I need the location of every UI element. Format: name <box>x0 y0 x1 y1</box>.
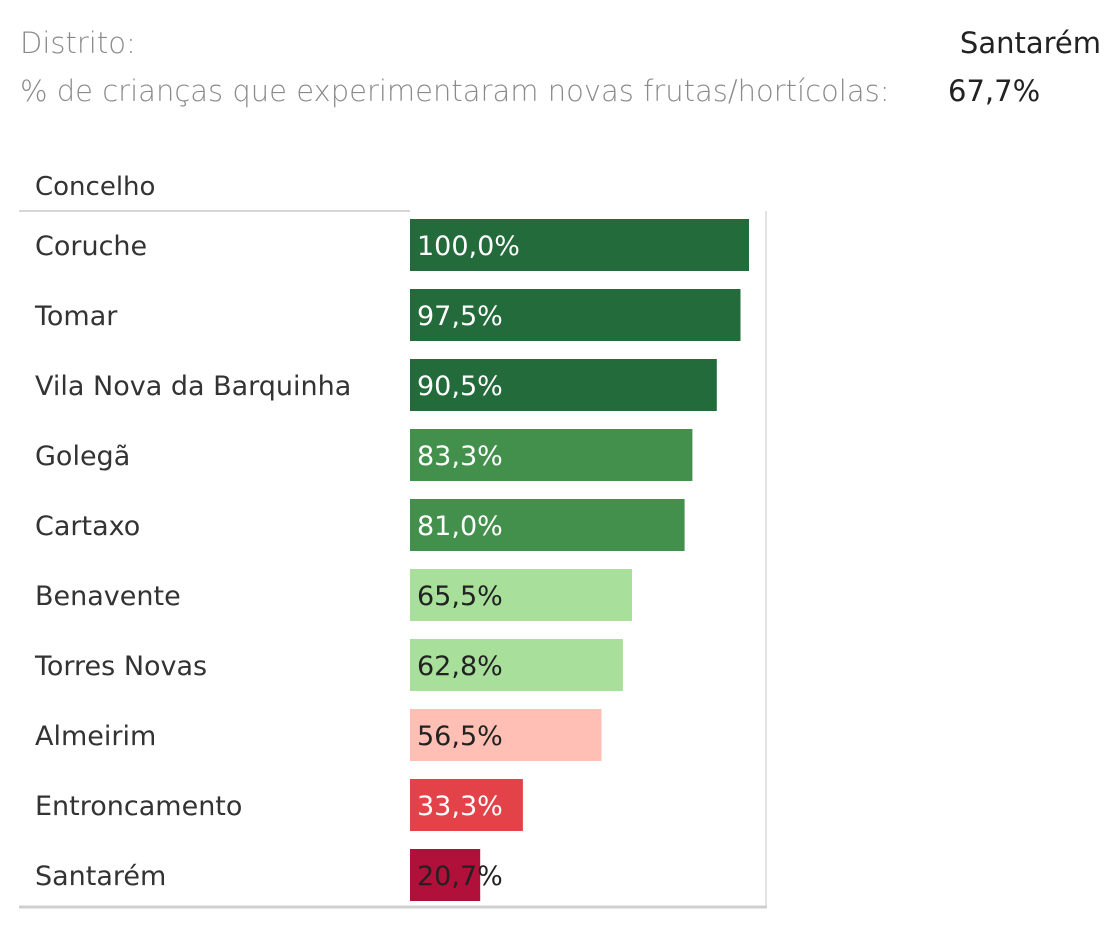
bar-value-label: 83,3% <box>417 441 503 472</box>
category-label[interactable]: Almeirim <box>35 721 156 752</box>
category-label[interactable]: Vila Nova da Barquinha <box>35 371 351 402</box>
metric-label: % de crianças que experimentaram novas f… <box>20 74 890 108</box>
bar[interactable] <box>410 639 623 691</box>
column-header-concelho[interactable]: Concelho <box>35 172 156 202</box>
category-label[interactable]: Cartaxo <box>35 511 140 542</box>
bar[interactable] <box>410 779 523 831</box>
bar[interactable] <box>410 499 685 551</box>
bar[interactable] <box>410 429 693 481</box>
bar[interactable] <box>410 219 749 271</box>
bar[interactable] <box>410 569 632 621</box>
district-value[interactable]: Santarém <box>959 26 1101 60</box>
header-divider <box>19 210 410 212</box>
category-label[interactable]: Torres Novas <box>34 651 207 682</box>
district-label: Distrito: <box>20 26 136 60</box>
category-label[interactable]: Coruche <box>35 231 147 262</box>
category-label[interactable]: Entroncamento <box>35 791 242 822</box>
bar-value-label: 97,5% <box>417 301 503 332</box>
category-label[interactable]: Golegã <box>35 441 130 472</box>
bar-rows: Coruche 100,0% Tomar 97,5% Vila Nova da Barq… <box>34 219 749 901</box>
bar[interactable] <box>410 709 602 761</box>
metric-value: 67,7% <box>948 74 1041 108</box>
bar-value-label: 33,3% <box>417 791 503 822</box>
category-label[interactable]: Benavente <box>35 581 181 612</box>
bar-value-label: 56,5% <box>417 721 503 752</box>
bar-value-label: 20,7% <box>417 861 503 892</box>
bar-value-label: 62,8% <box>417 651 503 682</box>
bar-value-label: 100,0% <box>417 231 520 262</box>
bar[interactable] <box>410 849 481 901</box>
bar[interactable] <box>410 359 717 411</box>
bar-value-label: 90,5% <box>417 371 503 402</box>
category-label[interactable]: Santarém <box>35 861 166 892</box>
bar-value-label: 65,5% <box>417 581 503 612</box>
bar-value-label: 81,0% <box>417 511 503 542</box>
category-label[interactable]: Tomar <box>34 301 118 332</box>
bar[interactable] <box>410 289 741 341</box>
